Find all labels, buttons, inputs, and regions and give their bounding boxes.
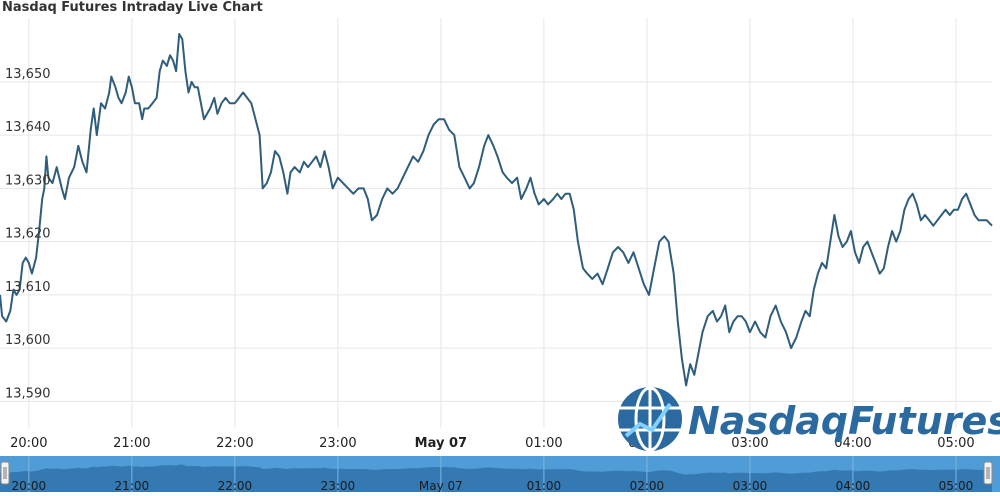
x-tick-label: 04:00 [834,436,871,451]
navigator-handle-right[interactable] [983,461,993,485]
x-tick-label: 20:00 [10,436,47,451]
navigator-label: 01:00 [527,479,562,492]
y-tick-label: 13,640 [5,120,51,135]
x-tick-label: 22:00 [216,436,253,451]
x-tick-label: 21:00 [113,436,150,451]
y-tick-label: 13,610 [5,280,51,295]
grid-layer [0,18,992,428]
series-layer [0,33,993,387]
y-axis: 13,590 13,600 13,610 13,620 13,630 13,640 13,6… [5,67,51,401]
logo-text: NasdaqFutures [688,399,1000,443]
navigator-area [0,464,992,492]
x-tick-label: 23:00 [319,436,356,451]
navigator[interactable]: 20:00 21:00 22:00 23:00 May 07 01:00 02:00 03:0… [0,456,1000,493]
navigator-label: 05:00 [939,479,974,492]
x-tick-label: May 07 [415,436,467,451]
y-tick-label: 13,600 [5,333,51,348]
navigator-label: 03:00 [733,479,768,492]
x-tick-label: 05:00 [937,436,974,451]
navigator-labels: 20:00 21:00 22:00 23:00 May 07 01:00 02:00 03:0… [12,456,974,493]
navigator-label: 04:00 [836,479,871,492]
navigator-label: May 07 [419,479,463,492]
navigator-label: 21:00 [115,479,150,492]
y-tick-label: 13,590 [5,386,51,401]
navigator-label: 23:00 [321,479,356,492]
y-tick-label: 13,650 [5,67,51,82]
navigator-label: 02:00 [630,479,665,492]
x-tick-label: 01:00 [525,436,562,451]
navigator-handle-left[interactable] [0,461,10,485]
y-tick-label: 13,620 [5,227,51,242]
navigator-label: 20:00 [12,479,47,492]
globe-logo-icon [618,386,682,452]
navigator-label: 22:00 [218,479,253,492]
y-tick-label: 13,630 [5,173,51,188]
logo: NasdaqFutures [618,386,1000,452]
chart-title: Nasdaq Futures Intraday Live Chart [2,0,263,15]
x-tick-label: 03:00 [731,436,768,451]
series-line [0,33,993,387]
